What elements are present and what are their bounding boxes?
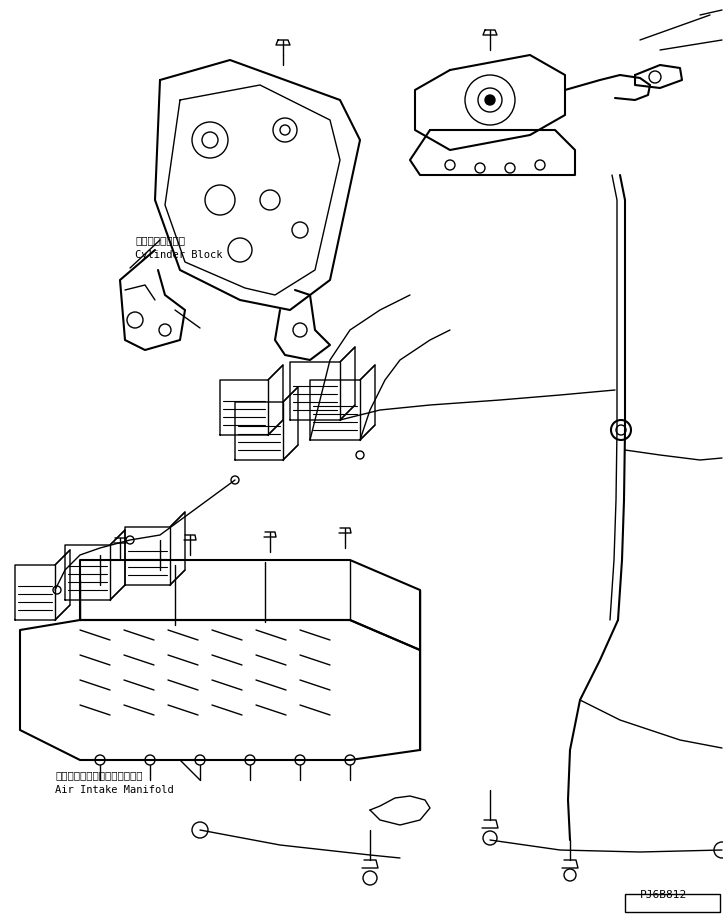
- Text: Cylinder Block: Cylinder Block: [135, 250, 223, 260]
- Circle shape: [485, 95, 495, 105]
- Text: シリンダブロック: シリンダブロック: [135, 235, 185, 245]
- Text: Air Intake Manifold: Air Intake Manifold: [55, 785, 174, 795]
- Bar: [625, 894, 720, 912]
- Text: PJ6B812: PJ6B812: [640, 890, 688, 900]
- Text: エアーインテイクマニホルード: エアーインテイクマニホルード: [55, 770, 142, 780]
- Circle shape: [611, 420, 631, 440]
